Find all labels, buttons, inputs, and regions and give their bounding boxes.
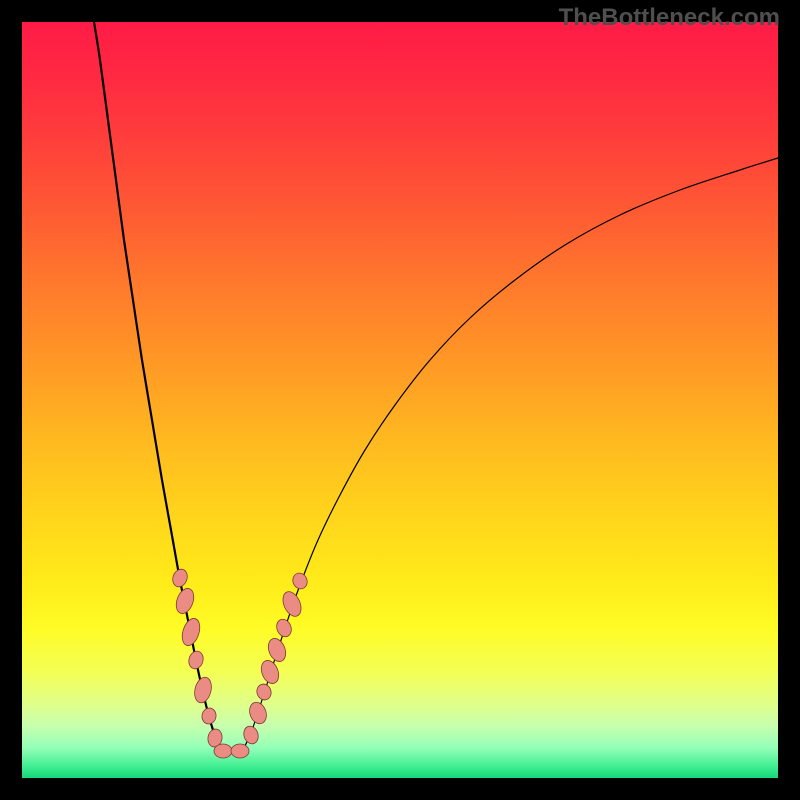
data-marker: [231, 744, 249, 758]
data-marker: [214, 744, 232, 758]
chart-frame: TheBottleneck.com: [0, 0, 800, 800]
gradient-background: [22, 22, 778, 778]
watermark-label: TheBottleneck.com: [559, 4, 780, 32]
bottleneck-chart-svg: [0, 0, 800, 800]
